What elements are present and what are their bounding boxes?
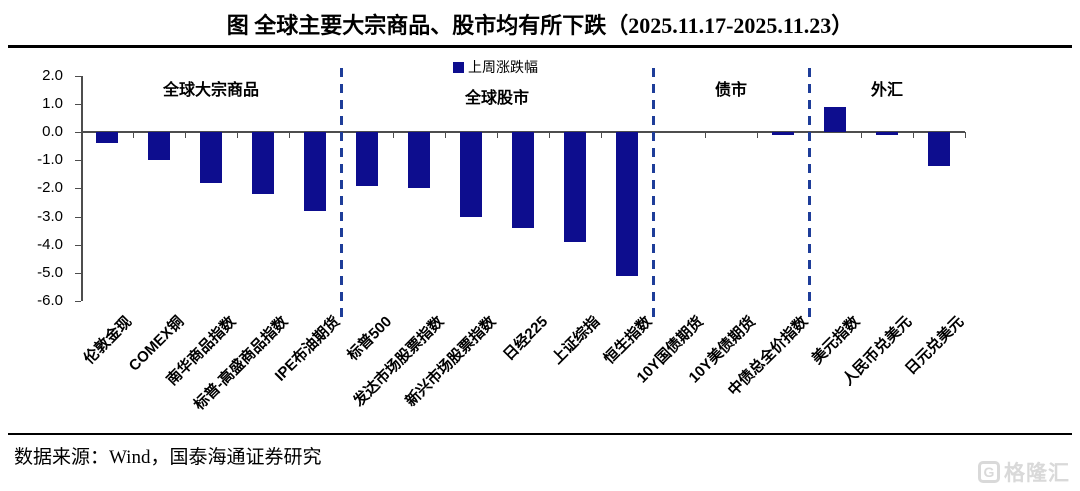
x-axis-tick xyxy=(965,132,966,138)
bar xyxy=(200,132,222,183)
x-axis-tick xyxy=(705,132,706,138)
y-tick-label: -5.0 xyxy=(37,264,63,281)
y-tick-label: -6.0 xyxy=(37,292,63,310)
site-watermark: G 格隆汇 xyxy=(978,457,1070,487)
y-axis-tick xyxy=(75,301,81,303)
footer-divider-rule xyxy=(8,433,1072,435)
bar xyxy=(876,132,898,135)
bar xyxy=(408,132,430,189)
y-tick-label: 0.0 xyxy=(42,123,63,140)
bar xyxy=(148,132,170,161)
y-tick-label: -1.0 xyxy=(37,151,63,169)
bar xyxy=(616,132,638,276)
bar xyxy=(356,132,378,186)
section-label: 全球大宗商品 xyxy=(162,82,260,99)
chart-title: 图 全球主要大宗商品、股市均有所下跌（2025.11.17-2025.11.23… xyxy=(226,13,854,38)
bar xyxy=(96,132,118,144)
section-label: 债市 xyxy=(714,82,748,99)
bar xyxy=(772,132,794,135)
data-source-note: 数据来源：Wind，国泰海通证券研究 xyxy=(14,447,322,468)
x-axis-tick xyxy=(445,132,446,138)
y-tick-label: -3.0 xyxy=(37,207,63,225)
section-separator-line xyxy=(807,68,811,320)
legend-swatch-icon xyxy=(453,61,464,73)
chart-legend: 上周涨跌幅 xyxy=(453,57,538,77)
bar xyxy=(564,132,586,242)
y-tick-label: 1.0 xyxy=(42,94,63,112)
y-axis-tick xyxy=(75,244,81,246)
y-axis-tick xyxy=(75,103,81,105)
section-label: 全球股市 xyxy=(464,90,530,107)
legend-label: 上周涨跌幅 xyxy=(468,59,538,75)
bar xyxy=(512,132,534,228)
y-axis-tick xyxy=(75,273,81,274)
bar xyxy=(928,132,950,166)
x-axis-label: 发达市场股票指数 xyxy=(350,313,448,411)
x-axis-tick xyxy=(237,132,238,138)
x-axis-label: 新兴市场股票指数 xyxy=(402,313,500,411)
x-axis-tick xyxy=(497,132,498,138)
y-tick-label: 2.0 xyxy=(42,66,63,84)
y-axis-tick xyxy=(75,216,81,218)
x-axis-tick xyxy=(133,132,134,138)
x-axis-tick xyxy=(757,132,758,138)
x-axis-tick xyxy=(601,132,602,138)
x-axis-tick xyxy=(81,132,82,138)
section-separator-line xyxy=(339,68,343,320)
y-axis-tick xyxy=(75,160,81,162)
watermark-text: 格隆汇 xyxy=(1004,462,1070,485)
y-tick-label: -4.0 xyxy=(37,235,63,253)
y-axis-tick xyxy=(75,132,81,133)
y-axis-line xyxy=(81,75,83,302)
y-axis-tick xyxy=(75,75,81,77)
bar xyxy=(824,106,846,132)
bar xyxy=(252,132,274,195)
gelonghui-logo-icon: G xyxy=(978,461,1000,483)
x-axis-tick xyxy=(185,132,186,138)
x-axis-tick xyxy=(393,132,394,138)
bar xyxy=(304,132,326,211)
x-axis-label: 上证综指 xyxy=(548,313,604,368)
x-axis-tick xyxy=(549,132,550,138)
x-axis-label: 日经225 xyxy=(500,313,552,365)
y-axis-tick xyxy=(75,188,81,190)
y-tick-label: -2.0 xyxy=(37,179,63,197)
x-axis-tick xyxy=(861,132,862,138)
section-separator-line xyxy=(651,68,655,320)
title-divider-rule xyxy=(8,45,1072,48)
section-label: 外汇 xyxy=(870,82,904,99)
x-axis-tick xyxy=(289,132,290,138)
x-axis-tick xyxy=(913,132,914,138)
bar xyxy=(460,132,482,217)
